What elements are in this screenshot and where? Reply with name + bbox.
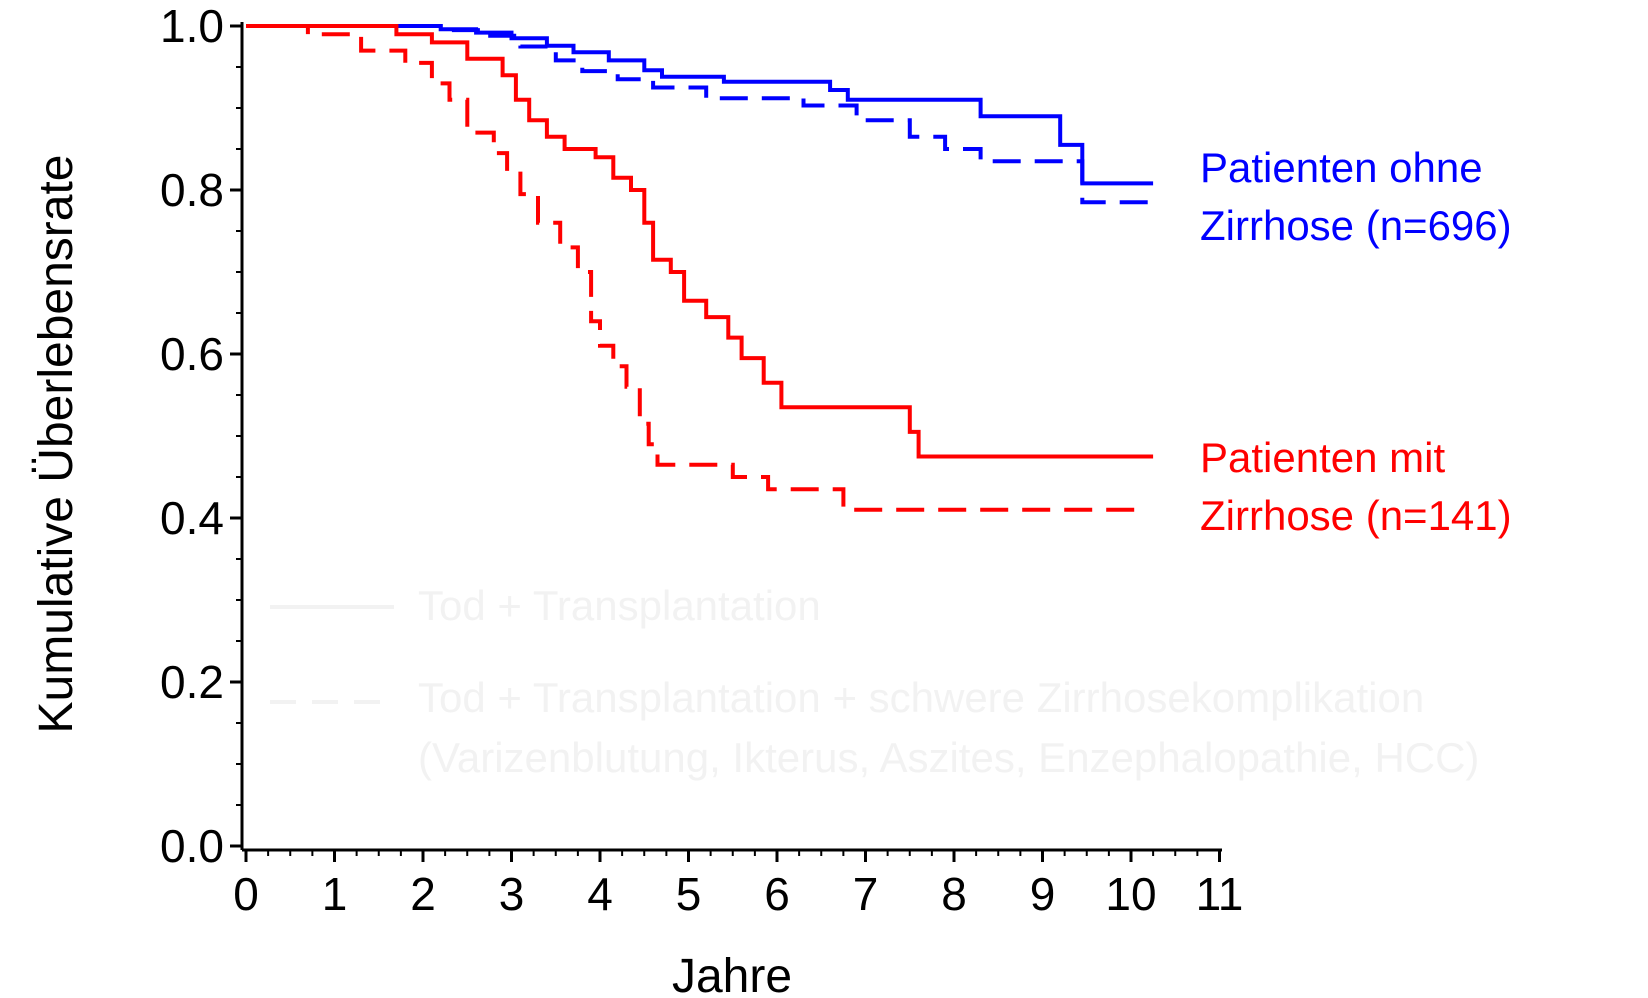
x-tick-label: 1 [322, 868, 348, 920]
legend-dashed-label: Tod + Transplantation + schwere Zirrhose… [418, 674, 1424, 721]
chart-axes: 0.0 0.2 0.4 0.6 0.8 1.0 0 1 2 3 4 5 6 7 8 9 10 11 [160, 0, 1243, 920]
series-layer [246, 24, 1154, 512]
annotation-mit-line1: Patienten mit [1200, 434, 1445, 481]
y-tick-label: 0.8 [160, 164, 224, 216]
y-tick-label: 0.2 [160, 656, 224, 708]
survival-curve-mit-dashed [246, 24, 1145, 512]
legend-solid-label: Tod + Transplantation [418, 582, 821, 629]
annotation-mit-line2: Zirrhose (n=141) [1200, 492, 1512, 539]
x-tick-label: 5 [676, 868, 702, 920]
y-tick-label: 0.6 [160, 328, 224, 380]
legend-dashed-label-line2: (Varizenblutung, Ikterus, Aszites, Enzep… [418, 734, 1479, 781]
annotation-ohne-line2: Zirrhose (n=696) [1200, 202, 1512, 249]
y-tick-label: 1.0 [160, 0, 224, 52]
x-tick-label: 3 [499, 868, 525, 920]
y-tick-label: 0.4 [160, 492, 224, 544]
survival-curve-mit-solid [246, 24, 1154, 459]
x-tick-label: 0 [233, 868, 259, 920]
chart-annotations: Patienten ohne Zirrhose (n=696) Patiente… [1200, 144, 1512, 539]
survival-curve-ohne-dashed [246, 24, 1154, 205]
x-tick-label: 4 [587, 868, 613, 920]
x-tick-label: 8 [941, 868, 967, 920]
y-tick-label: 0.0 [160, 820, 224, 872]
x-axis-title: Jahre [672, 950, 792, 998]
x-tick-label: 7 [853, 868, 879, 920]
survival-curve-ohne-solid [246, 24, 1154, 186]
annotation-ohne-line1: Patienten ohne [1200, 144, 1483, 191]
x-tick-label: 10 [1105, 868, 1156, 920]
x-tick-label: 11 [1196, 868, 1244, 920]
y-axis-title: Kumulative Überlebensrate [30, 155, 83, 734]
x-tick-label: 2 [410, 868, 436, 920]
x-tick-label: 9 [1030, 868, 1056, 920]
chart-legend: Tod + Transplantation Tod + Transplantat… [270, 582, 1479, 781]
x-tick-label: 6 [764, 868, 790, 920]
